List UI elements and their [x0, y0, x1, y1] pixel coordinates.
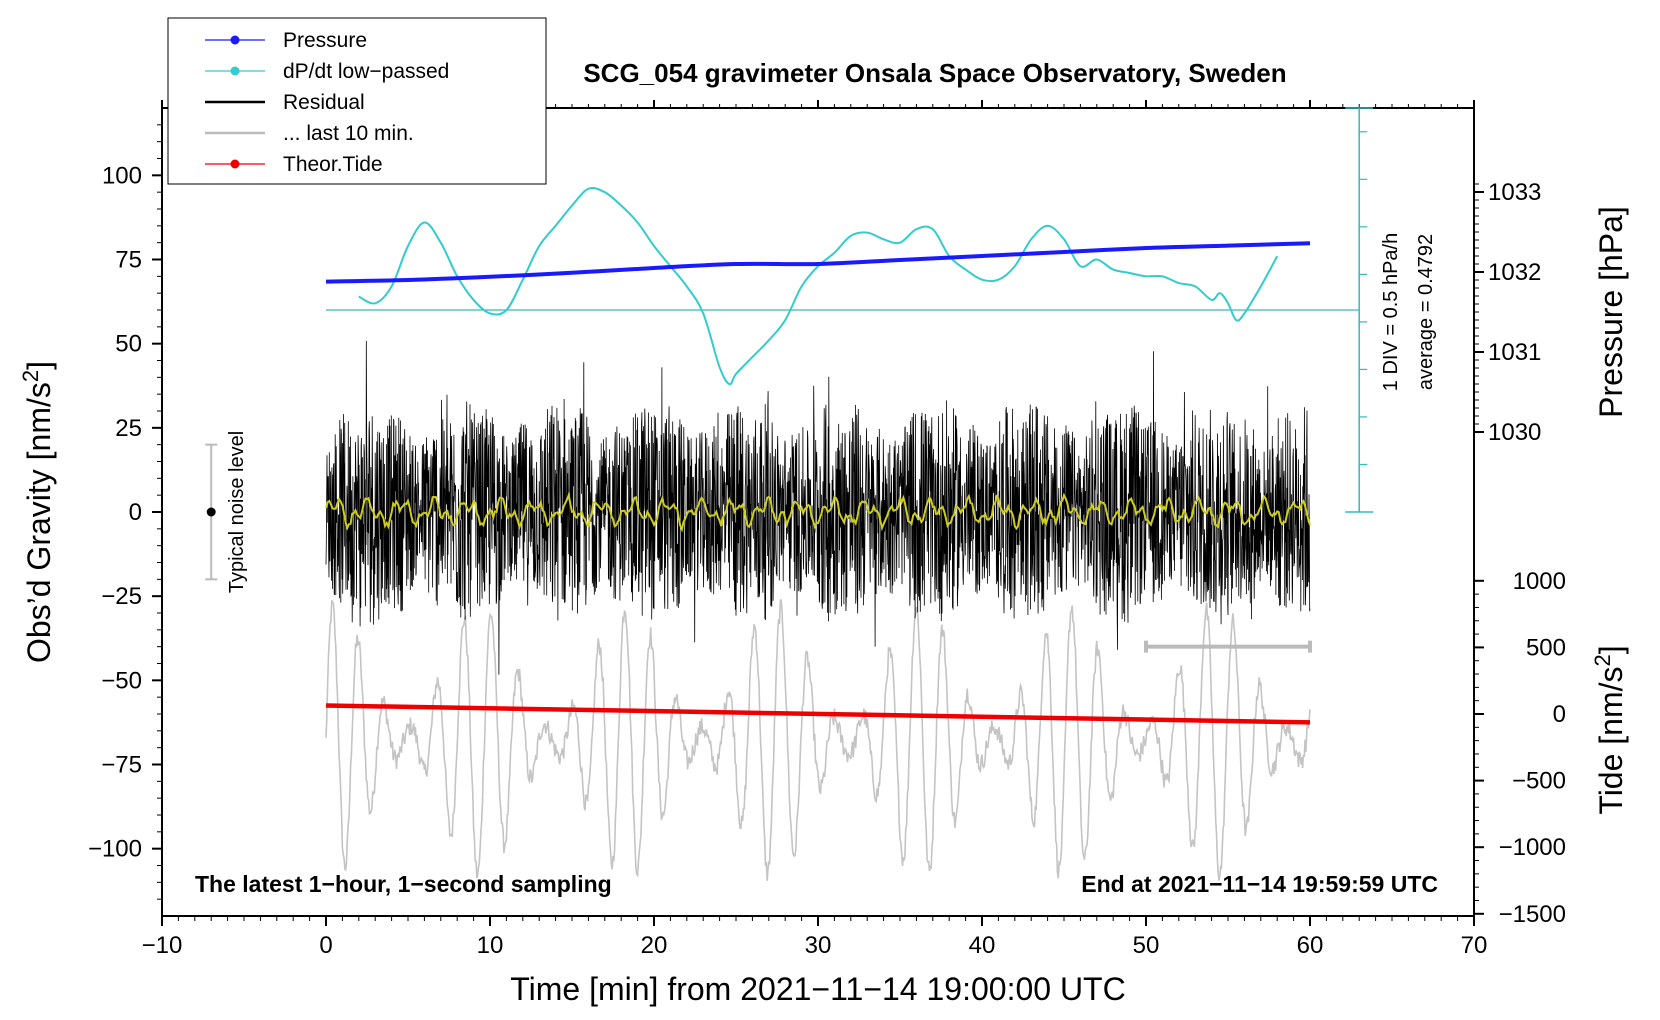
tide-axis-label: Tide [nm/s2]: [1590, 645, 1629, 814]
tide-axis-label-sup: 2: [1590, 654, 1615, 666]
tide-tick-label: −500: [1512, 768, 1566, 795]
chart-title: SCG_054 gravimeter Onsala Space Observat…: [583, 58, 1286, 88]
note-right: End at 2021−11−14 19:59:59 UTC: [1081, 871, 1438, 897]
y-axis-left-label-main: Obs’d Gravity [nm/s: [21, 382, 57, 663]
tide-tick-label: 0: [1553, 701, 1566, 728]
x-tick-label: 40: [969, 932, 996, 959]
y-tick-label: −50: [101, 667, 142, 694]
y-tick-label: 50: [115, 331, 142, 358]
tide-axis-label-end: ]: [1593, 645, 1629, 654]
legend-label: dP/dt low−passed: [283, 60, 449, 83]
x-tick-label: 20: [641, 932, 668, 959]
legend-label: Theor.Tide: [283, 153, 383, 176]
x-axis-label: Time [min] from 2021−11−14 19:00:00 UTC: [510, 971, 1125, 1007]
y-tick-label: 25: [115, 415, 142, 442]
tide-axis-label-main: Tide [nm/s: [1593, 666, 1629, 814]
pressure-axis-label: Pressure [hPa]: [1593, 206, 1629, 418]
legend-box: [167, 17, 547, 185]
y-axis-pressure: 1033 1032 1031 1030: [1474, 179, 1541, 446]
residual-line: [325, 340, 1311, 675]
pressure-line: [325, 241, 1311, 284]
noise-level-label: Typical noise level: [226, 431, 248, 593]
pressure-tick-label: 1033: [1488, 179, 1541, 206]
y-axis-left-label-sup: 2: [18, 370, 43, 382]
noise-level-dot: [206, 507, 216, 517]
tide-line: [325, 703, 1311, 725]
y-tick-label: −25: [101, 583, 142, 610]
dpdt-scale: [1345, 107, 1374, 513]
x-tick-label: 70: [1461, 932, 1488, 959]
y-axis-left: 100 75 50 25 0 −25 −50 −75 −100: [88, 124, 162, 900]
dpdt-average-label: average = 0.4792: [1415, 234, 1437, 390]
tide-tick-label: 500: [1526, 634, 1566, 661]
legend-label: Residual: [283, 91, 365, 114]
legend-marker: [230, 159, 240, 169]
legend-label: Pressure: [283, 29, 367, 52]
tide-tick-label: 1000: [1513, 568, 1566, 595]
legend-marker: [230, 35, 240, 45]
x-tick-label: −10: [142, 932, 183, 959]
legend-marker: [230, 66, 240, 76]
y-axis-left-label-end: ]: [21, 361, 57, 370]
x-tick-label: 0: [319, 932, 332, 959]
y-axis-left-label: Obs’d Gravity [nm/s2]: [18, 361, 57, 663]
dpdt-line: [358, 187, 1279, 386]
y-tick-label: 0: [129, 499, 142, 526]
x-tick-label: 30: [805, 932, 832, 959]
plot-series-layer: [205, 187, 1360, 881]
y-axis-tide: 1000 500 0 −500 −1000 −1500: [1474, 568, 1566, 928]
residual-lowpass-line: [325, 491, 1311, 533]
y-tick-label: 100: [102, 162, 142, 189]
x-axis: −10 0 10 20 30 40 50 60 70: [142, 100, 1488, 959]
tide-tick-label: −1000: [1499, 834, 1566, 861]
legend-label: ... last 10 min.: [283, 122, 414, 145]
x-tick-label: 50: [1133, 932, 1160, 959]
pressure-tick-label: 1030: [1488, 419, 1541, 446]
legend: Pressure dP/dt low−passed Residual ... last…: [167, 17, 547, 185]
last-10min-line: [325, 599, 1311, 881]
y-tick-label: 75: [115, 247, 142, 274]
y-tick-label: −100: [88, 836, 142, 863]
dpdt-div-label: 1 DIV = 0.5 hPa/h: [1380, 233, 1402, 391]
pressure-tick-label: 1032: [1488, 259, 1541, 286]
pressure-tick-label: 1031: [1488, 339, 1541, 366]
y-tick-label: −75: [101, 752, 142, 779]
x-tick-label: 60: [1297, 932, 1324, 959]
tide-tick-label: −1500: [1499, 901, 1566, 928]
note-left: The latest 1−hour, 1−second sampling: [195, 871, 612, 897]
x-tick-label: 10: [477, 932, 504, 959]
